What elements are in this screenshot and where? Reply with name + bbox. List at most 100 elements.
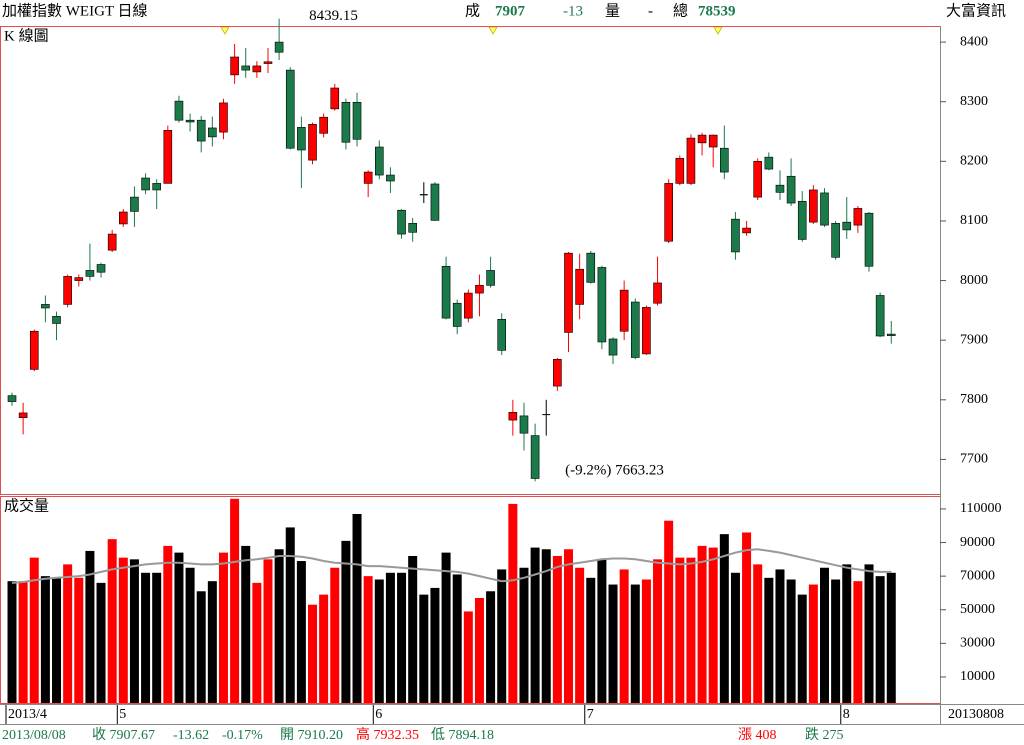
volume-bar — [419, 594, 429, 703]
candle-body — [274, 41, 284, 53]
volume-bar — [875, 576, 885, 703]
y-tick-label: 8000 — [960, 273, 988, 288]
y-tick-label: 10000 — [960, 669, 995, 684]
candle-body — [797, 200, 807, 240]
volume-bar — [786, 579, 796, 703]
y-tick-label: 110000 — [960, 501, 1001, 516]
volume-bar — [497, 569, 507, 703]
volume-bar — [118, 557, 128, 703]
total-label: 總 — [673, 1, 688, 19]
candle-body — [63, 276, 72, 305]
candle-body — [708, 134, 718, 148]
candle-body — [775, 184, 785, 193]
candle-body — [497, 319, 507, 351]
candle-body — [720, 147, 729, 173]
volume-value: - — [648, 3, 653, 19]
candle-body — [831, 223, 840, 258]
candle-body — [241, 65, 251, 71]
volume-bar — [129, 559, 139, 703]
volume-bar — [675, 557, 685, 703]
candle-body — [386, 174, 395, 182]
candle-body — [686, 137, 696, 184]
candle-body — [397, 209, 406, 235]
candle-body — [263, 61, 273, 64]
candle-body — [130, 196, 139, 212]
candle-body — [653, 282, 662, 304]
volume-bar — [797, 594, 807, 703]
volume-bar — [330, 567, 340, 703]
volume-bar — [430, 587, 440, 703]
low-value: 7663.23 — [615, 463, 664, 479]
footer-date: 2013/08/08 — [2, 728, 66, 743]
volume-bar — [719, 534, 729, 703]
candle-body — [842, 221, 852, 231]
volume-bar — [385, 572, 395, 703]
candle-body — [352, 102, 362, 140]
candle-body — [664, 183, 673, 242]
candle-body — [52, 316, 61, 324]
y-tick-label: 30000 — [960, 636, 995, 651]
volume-bar — [63, 564, 73, 703]
volume-bar — [341, 540, 351, 703]
y-tick-label: 70000 — [960, 568, 995, 583]
volume-bar — [408, 555, 418, 703]
deal-label: 成 — [465, 2, 480, 19]
volume-bar — [864, 564, 874, 703]
volume-bar — [308, 604, 318, 703]
candle-body — [7, 395, 17, 402]
candle-body — [519, 415, 529, 434]
candle-body — [508, 412, 518, 421]
volume-bar — [664, 520, 674, 703]
low-note: (-9.2%) — [565, 463, 611, 479]
candle-body — [675, 158, 685, 184]
candle-body — [363, 171, 373, 184]
volume-bar — [230, 498, 240, 703]
volume-bar — [163, 545, 173, 703]
x-tick-label: 8 — [843, 707, 850, 722]
candle-body — [864, 212, 874, 267]
volume-bar — [486, 591, 496, 703]
footer-low: 低 7894.18 — [431, 727, 494, 743]
candle-body — [141, 177, 150, 191]
total-value: 78539 — [698, 3, 736, 19]
candle-body — [85, 270, 95, 277]
candle-body — [374, 146, 384, 176]
volume-bar — [619, 569, 629, 703]
candle-body — [853, 208, 863, 226]
low-annotation: (-9.2%) 7663.23 — [565, 463, 664, 479]
candle-body — [319, 116, 328, 134]
volume-bar — [508, 503, 518, 703]
volume-bar — [18, 581, 28, 703]
x-tick-label: 2013/4 — [8, 707, 47, 722]
x-tick-label: 7 — [587, 707, 594, 722]
candle-body — [875, 295, 885, 337]
volume-bar — [886, 572, 896, 703]
volume-bar — [463, 611, 473, 703]
volume-bar — [597, 559, 607, 703]
volume-bar — [152, 572, 162, 703]
volume-panel-title: 成交量 — [4, 496, 49, 514]
volume-bar — [374, 579, 384, 703]
volume-bar — [285, 527, 295, 703]
change-value: -13 — [563, 3, 583, 19]
y-tick-label: 7900 — [960, 332, 988, 347]
candle-body — [408, 223, 417, 233]
candle-body — [542, 414, 551, 416]
candle-body — [29, 330, 39, 370]
candle-body — [285, 69, 295, 149]
candle-body — [820, 192, 829, 226]
volume-bar — [52, 577, 62, 703]
volume-bar — [263, 559, 273, 703]
candle-body — [553, 358, 562, 387]
candle-body — [742, 227, 751, 234]
volume-bar — [708, 547, 718, 703]
y-tick-label: 8300 — [960, 94, 988, 109]
header-title: 加權指數 WEIGT 日線 — [2, 2, 148, 19]
volume-bar — [397, 572, 407, 703]
volume-bar — [819, 567, 829, 703]
candle-body — [152, 183, 161, 191]
candle-body — [185, 119, 195, 123]
volume-bar — [586, 577, 596, 703]
candle-body — [608, 338, 618, 356]
volume-bar — [775, 569, 785, 703]
